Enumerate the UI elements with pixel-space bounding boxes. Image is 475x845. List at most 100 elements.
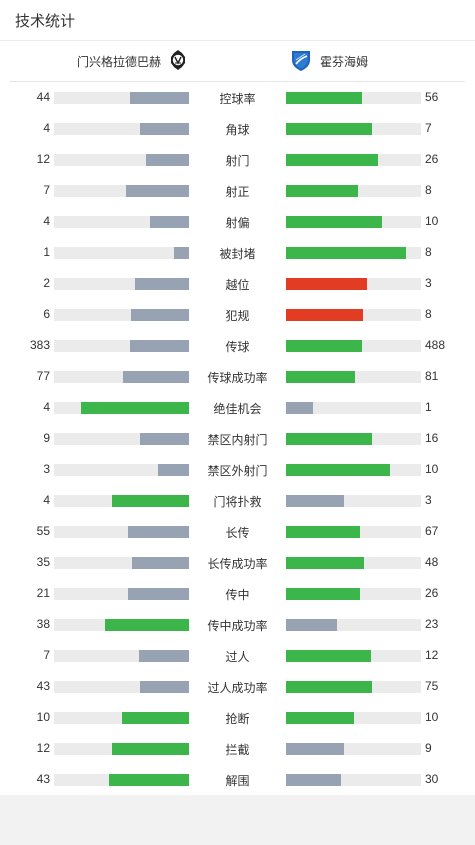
stat-label: 射正 (225, 185, 250, 199)
away-stat-value: 3 (425, 276, 432, 290)
stat-row: 10 抢断 10 (0, 702, 475, 733)
stat-label: 拦截 (225, 743, 250, 757)
home-stat-bar-fill (149, 216, 189, 228)
home-stat-value: 4 (43, 121, 50, 135)
home-stat-bar (54, 185, 189, 197)
stat-label: 禁区外射门 (207, 464, 268, 478)
away-stat-value: 7 (425, 121, 432, 135)
away-stat-value: 12 (425, 648, 439, 662)
home-stat-bar-fill (140, 123, 189, 135)
stat-label: 禁区内射门 (207, 433, 268, 447)
home-team[interactable]: 门兴格拉德巴赫 (77, 41, 187, 81)
stat-label: 传中 (225, 588, 250, 602)
stat-row: 21 传中 26 (0, 578, 475, 609)
stat-label: 抢断 (225, 712, 250, 726)
away-stat-bar (286, 123, 421, 135)
home-stat-value: 9 (43, 431, 50, 445)
away-stat-bar (286, 371, 421, 383)
away-stat-bar-fill (286, 681, 373, 693)
stat-row: 7 射正 8 (0, 175, 475, 206)
home-stat-bar-fill (112, 743, 189, 755)
home-stat-bar (54, 619, 189, 631)
home-stat-value: 10 (36, 710, 50, 724)
away-stat-value: 10 (425, 462, 439, 476)
away-stat-bar-fill (286, 309, 363, 321)
away-stat-bar-fill (286, 371, 355, 383)
section-header: 技术统计 (0, 0, 475, 41)
home-stat-bar-fill (145, 154, 189, 166)
home-stat-bar-fill (81, 402, 189, 414)
stat-label: 传球 (225, 340, 250, 354)
away-team-name: 霍芬海姆 (320, 54, 369, 69)
home-stat-bar (54, 154, 189, 166)
away-stat-bar-fill (286, 464, 390, 476)
home-stat-bar (54, 309, 189, 321)
away-stat-value: 67 (425, 524, 439, 538)
stats-card: 技术统计 门兴格拉德巴赫 霍 (0, 0, 475, 795)
home-stat-value: 44 (36, 90, 50, 104)
home-stat-bar (54, 340, 189, 352)
stat-row: 1 被封堵 8 (0, 237, 475, 268)
home-stat-bar (54, 247, 189, 259)
stat-label: 门将扑救 (213, 495, 262, 509)
away-stat-value: 23 (425, 617, 439, 631)
home-stat-bar (54, 402, 189, 414)
stat-label: 绝佳机会 (213, 402, 262, 416)
hoffenheim-crest-icon (290, 48, 312, 75)
away-stat-bar-fill (286, 495, 345, 507)
stat-row: 4 绝佳机会 1 (0, 392, 475, 423)
home-stat-bar (54, 650, 189, 662)
stat-row: 4 门将扑救 3 (0, 485, 475, 516)
stat-row: 4 射偏 10 (0, 206, 475, 237)
away-stat-bar-fill (286, 743, 345, 755)
home-stat-bar (54, 495, 189, 507)
home-stat-bar-fill (129, 340, 189, 352)
home-stat-value: 383 (29, 338, 50, 352)
stat-row: 44 控球率 56 (0, 82, 475, 113)
away-stat-bar-fill (286, 433, 373, 445)
stat-label: 被封堵 (219, 247, 256, 261)
away-stat-bar (286, 278, 421, 290)
away-stat-bar-fill (286, 92, 362, 104)
away-stat-value: 8 (425, 183, 432, 197)
home-stat-bar-fill (122, 371, 189, 383)
stat-row: 7 过人 12 (0, 640, 475, 671)
home-stat-bar (54, 92, 189, 104)
home-stat-bar (54, 371, 189, 383)
stat-row: 43 过人成功率 75 (0, 671, 475, 702)
away-stat-bar-fill (286, 588, 361, 600)
home-stat-bar-fill (140, 681, 189, 693)
home-stat-value: 2 (43, 276, 50, 290)
stat-row: 12 拦截 9 (0, 733, 475, 764)
home-stat-bar-fill (174, 247, 189, 259)
away-stat-bar (286, 340, 421, 352)
home-stat-value: 35 (36, 555, 50, 569)
home-stat-value: 43 (36, 679, 50, 693)
home-stat-value: 43 (36, 772, 50, 786)
away-stat-bar (286, 557, 421, 569)
home-stat-bar-fill (105, 619, 189, 631)
away-stat-bar-fill (286, 619, 338, 631)
home-stat-bar (54, 557, 189, 569)
away-stat-bar-fill (286, 154, 378, 166)
away-stat-bar (286, 402, 421, 414)
home-stat-bar (54, 278, 189, 290)
away-stat-bar-fill (286, 216, 382, 228)
away-stat-bar (286, 712, 421, 724)
away-stat-bar-fill (286, 712, 354, 724)
stat-label: 角球 (225, 123, 250, 137)
stats-list: 44 控球率 56 4 角球 7 12 射门 26 7 射正 8 4 射偏 10 1 被封堵 8 2 越位 3 6 犯规 8 3… (0, 82, 475, 795)
home-stat-bar (54, 464, 189, 476)
stat-row: 43 解围 30 (0, 764, 475, 795)
away-stat-bar (286, 588, 421, 600)
home-stat-bar (54, 712, 189, 724)
home-stat-bar-fill (140, 433, 189, 445)
home-stat-bar-fill (157, 464, 189, 476)
teams-header: 门兴格拉德巴赫 霍芬海姆 (10, 41, 465, 82)
home-stat-value: 77 (36, 369, 50, 383)
away-stat-value: 26 (425, 152, 439, 166)
home-stat-bar-fill (132, 557, 189, 569)
stat-label: 解围 (225, 774, 250, 788)
away-team[interactable]: 霍芬海姆 (290, 41, 368, 81)
stat-label: 过人成功率 (207, 681, 268, 695)
